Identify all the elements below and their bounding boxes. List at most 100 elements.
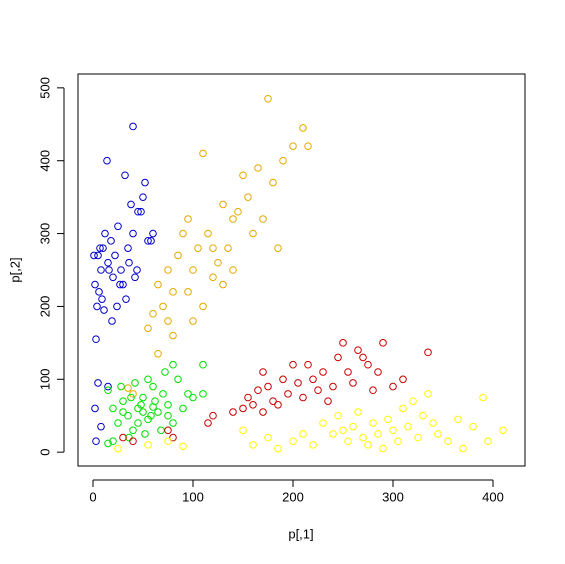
x-axis-label: p[,1] — [288, 526, 313, 541]
plot-frame — [77, 73, 526, 467]
data-point — [114, 419, 122, 427]
data-point — [134, 207, 142, 216]
data-point — [179, 442, 187, 451]
data-point — [219, 280, 227, 289]
data-point — [141, 430, 149, 438]
y-axis-label: p[,2] — [7, 257, 22, 282]
data-point — [169, 288, 177, 296]
data-point — [264, 382, 272, 391]
data-point — [289, 360, 297, 369]
data-point — [116, 280, 124, 289]
data-point — [164, 426, 172, 435]
data-point — [269, 178, 277, 187]
x-tick-label: 0 — [89, 489, 96, 504]
data-point — [264, 433, 272, 442]
data-point — [209, 273, 217, 282]
data-point — [199, 360, 207, 369]
data-point — [294, 379, 302, 387]
data-point — [424, 348, 432, 357]
data-point — [94, 379, 102, 387]
data-point — [254, 386, 262, 395]
data-point — [204, 229, 212, 238]
data-point — [95, 288, 103, 296]
data-point — [349, 379, 357, 387]
data-point — [214, 258, 222, 267]
data-point — [108, 317, 116, 325]
data-point — [96, 244, 104, 252]
data-point — [174, 375, 182, 384]
data-point — [319, 419, 327, 427]
data-point — [254, 164, 262, 172]
data-point — [104, 439, 112, 448]
data-point — [224, 244, 232, 252]
data-point — [374, 368, 382, 376]
data-point — [239, 426, 247, 435]
data-point — [119, 397, 127, 405]
data-point — [344, 368, 352, 376]
data-point — [429, 419, 437, 427]
data-point — [424, 390, 432, 398]
data-point — [314, 386, 322, 395]
data-point — [189, 317, 197, 325]
data-point — [99, 244, 107, 252]
data-point — [399, 375, 407, 384]
data-point — [404, 422, 412, 431]
data-point — [139, 393, 147, 402]
data-point — [97, 266, 105, 274]
data-point — [239, 404, 247, 413]
data-point — [124, 411, 132, 420]
data-point — [229, 408, 237, 416]
data-point — [329, 382, 337, 391]
data-point — [159, 302, 167, 311]
data-point — [164, 266, 172, 274]
data-point — [244, 193, 252, 201]
data-point — [344, 437, 352, 446]
data-point — [209, 244, 217, 252]
data-point — [319, 368, 327, 376]
data-point — [444, 437, 452, 446]
data-point — [379, 444, 387, 453]
data-point — [409, 397, 417, 405]
data-point — [127, 393, 135, 402]
data-point — [119, 433, 127, 442]
data-point — [104, 258, 112, 267]
data-point — [169, 433, 177, 442]
data-point — [161, 368, 169, 376]
data-point — [354, 408, 362, 416]
data-point — [119, 280, 127, 289]
data-point — [259, 215, 267, 223]
data-point — [349, 422, 357, 431]
data-point — [264, 94, 272, 103]
data-point — [329, 430, 337, 438]
data-point — [117, 266, 125, 274]
data-point — [184, 390, 192, 398]
data-point — [199, 149, 207, 158]
data-point — [107, 237, 115, 245]
data-point — [249, 400, 257, 409]
data-point — [299, 393, 307, 402]
y-tick-label: 200 — [37, 296, 52, 318]
data-point — [164, 411, 172, 420]
data-point — [339, 426, 347, 435]
data-point — [309, 375, 317, 384]
data-point — [374, 430, 382, 438]
data-point — [369, 386, 377, 395]
y-tick-label: 500 — [37, 77, 52, 99]
data-point — [279, 156, 287, 165]
data-point — [169, 331, 177, 340]
data-point — [359, 433, 367, 442]
data-point — [91, 404, 99, 413]
data-point — [129, 390, 137, 398]
data-point — [101, 229, 109, 238]
data-point — [92, 335, 100, 344]
x-tick-label: 400 — [482, 489, 504, 504]
data-point — [359, 353, 367, 362]
data-point — [229, 215, 237, 223]
data-point — [454, 415, 462, 424]
data-point — [239, 171, 247, 180]
data-point — [184, 288, 192, 296]
data-point — [109, 404, 117, 413]
data-point — [184, 215, 192, 223]
data-point — [149, 309, 157, 318]
